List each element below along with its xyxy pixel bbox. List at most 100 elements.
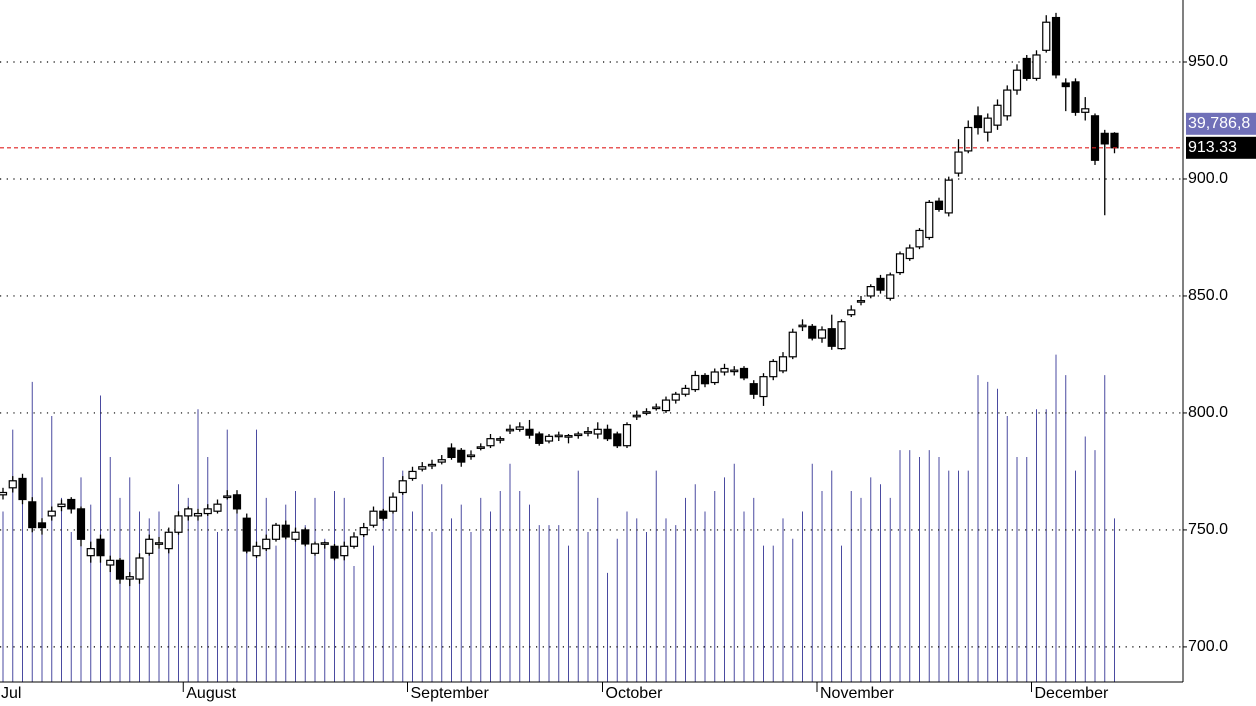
candle-body [788, 331, 797, 358]
candle-body [203, 508, 212, 515]
candle-body [86, 548, 95, 557]
candle-body [808, 325, 817, 339]
candle-body [242, 517, 251, 552]
candle-body [925, 201, 934, 239]
candle-body [0, 491, 8, 496]
x-tick-label: November [820, 685, 894, 702]
candle-body [223, 495, 232, 499]
candle-body [983, 117, 992, 133]
candle-body [593, 428, 602, 435]
x-tick-label: December [1035, 685, 1109, 702]
y-tick-label: 800.0 [1188, 404, 1228, 421]
candle-body [359, 526, 368, 536]
candle-body [515, 426, 524, 430]
volume-label-box [1186, 112, 1256, 135]
candle-body [1051, 16, 1061, 76]
candle-body [583, 431, 593, 434]
candle-body [1061, 82, 1070, 88]
candle-body [193, 512, 203, 517]
candle-body [564, 435, 573, 438]
candle-body [115, 559, 125, 580]
candle-body [886, 274, 895, 299]
candle-body [310, 543, 320, 554]
candle-body [915, 229, 924, 248]
candle-body [700, 374, 710, 385]
candle-body [769, 360, 778, 378]
candle-body [330, 545, 339, 559]
candle-body [632, 414, 641, 418]
candle-body [1081, 108, 1090, 113]
candle-body [544, 435, 554, 442]
y-tick-label: 900.0 [1188, 170, 1228, 187]
x-tick-label: September [411, 685, 490, 702]
candle-body [213, 503, 222, 512]
x-tick-label: October [606, 685, 664, 702]
candle-body [817, 329, 827, 339]
candle-body [642, 411, 651, 414]
candle-body [76, 508, 86, 540]
candle-body [1042, 21, 1051, 51]
candle-body [67, 498, 76, 510]
candle-body [125, 576, 134, 580]
candle-body [349, 536, 359, 547]
candle-body [895, 253, 905, 274]
last-price-box [1186, 136, 1256, 159]
candle-body [1110, 132, 1119, 149]
candle-body [1012, 69, 1022, 91]
candle-body [710, 371, 719, 384]
candle-body [281, 524, 290, 538]
x-tick-label: August [186, 685, 236, 702]
candle-body [388, 496, 398, 512]
last-price-label: 913.33 [1188, 139, 1237, 156]
candle-body [622, 424, 632, 447]
candle-body [164, 531, 173, 550]
candle-body [574, 433, 583, 437]
candle-body [135, 557, 144, 580]
candle-body [905, 247, 914, 260]
candle-body [993, 104, 1002, 126]
candle-body [174, 515, 183, 533]
volume-label: 39,786,8 [1188, 115, 1250, 132]
candle-body [466, 454, 476, 458]
candle-body [652, 406, 661, 410]
candle-body [496, 438, 505, 441]
candle-body [1100, 132, 1109, 145]
candle-body [847, 309, 856, 316]
candle-body [525, 428, 534, 436]
candle-body [1003, 89, 1012, 117]
candle-body [379, 510, 388, 519]
candle-body [232, 494, 242, 510]
candle-body [1022, 57, 1031, 79]
candle-body [866, 286, 875, 297]
candle-body [837, 321, 846, 350]
candle-body [271, 524, 281, 540]
candle-body [798, 324, 807, 328]
candle-body [827, 328, 836, 347]
candle-body [457, 449, 466, 463]
candle-body [447, 447, 456, 458]
candle-body [681, 387, 690, 395]
candle-body [37, 522, 47, 529]
candle-body [301, 529, 310, 545]
candle-body [47, 510, 56, 517]
candle-body [320, 542, 329, 545]
candle-body [408, 470, 417, 480]
candle-body [1071, 81, 1080, 113]
candle-body [554, 434, 563, 438]
candle-body [437, 459, 446, 463]
candle-body [954, 151, 963, 174]
candle-body [973, 115, 983, 129]
candle-body [1090, 115, 1100, 161]
candle-body [856, 300, 866, 303]
candle-body [671, 393, 680, 401]
candle-body [106, 559, 115, 566]
candle-body [759, 376, 768, 398]
y-tick-label: 700.0 [1188, 638, 1228, 655]
x-tick-label: Jul [1, 685, 21, 702]
candle-body [57, 503, 66, 508]
candle-body [184, 508, 193, 517]
candle-body [291, 531, 300, 540]
candle-body [8, 480, 17, 489]
candle-body [486, 438, 495, 447]
